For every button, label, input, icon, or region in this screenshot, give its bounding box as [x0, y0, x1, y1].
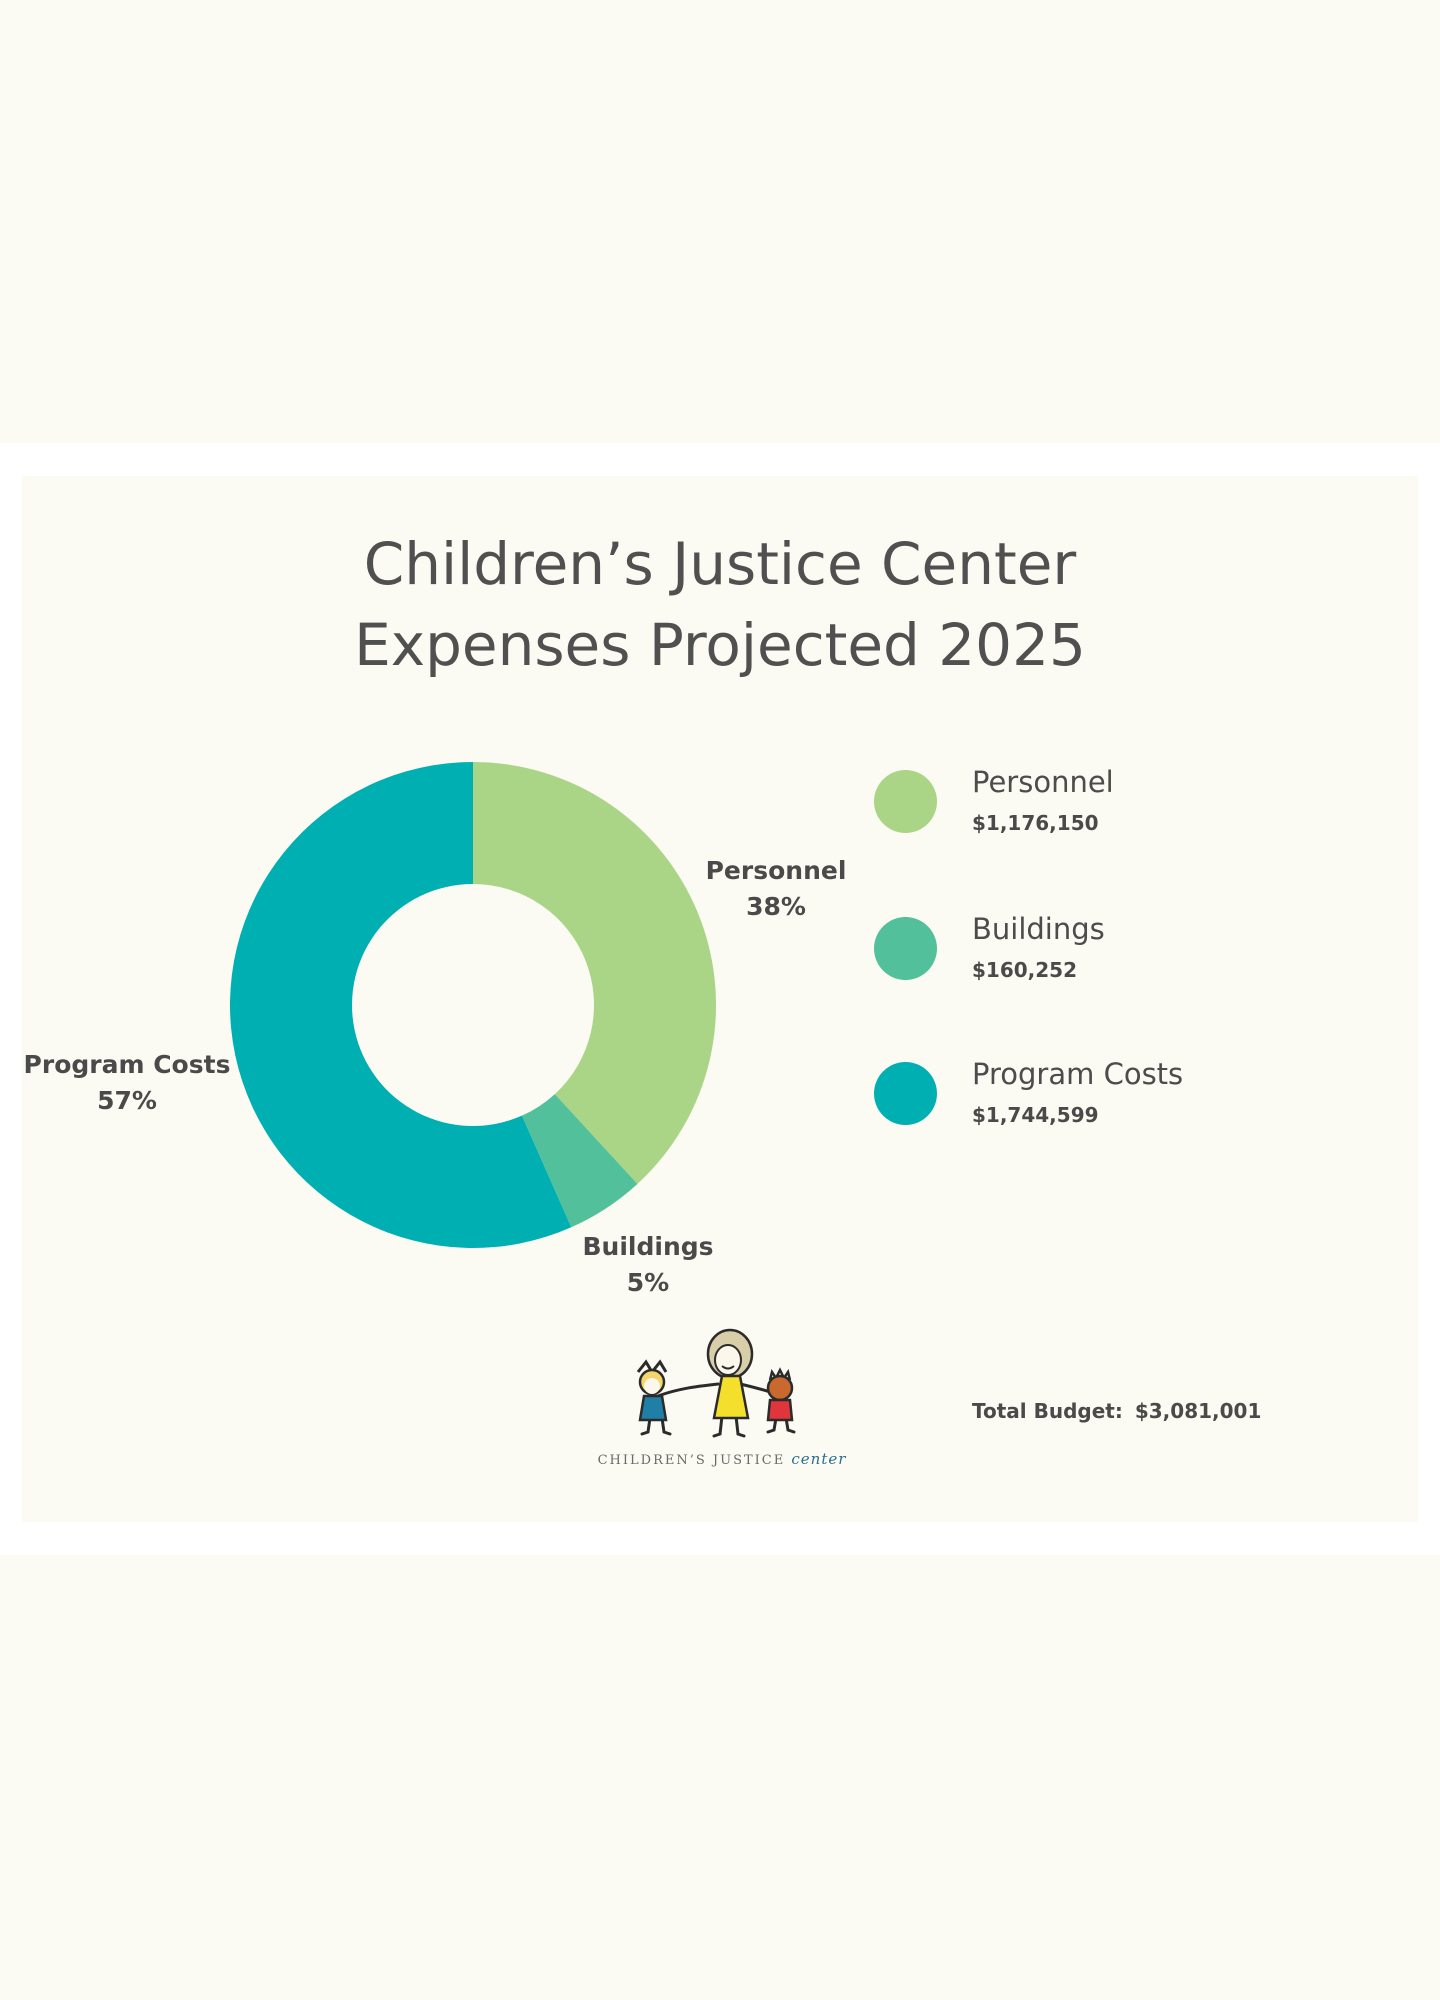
- legend-item-buildings: Buildings $160,252: [874, 912, 1354, 987]
- donut-slice-program-costs: [230, 762, 572, 1248]
- legend-item-program-costs: Program Costs $1,744,599: [874, 1057, 1354, 1132]
- legend-name-buildings: Buildings: [972, 912, 1105, 946]
- donut-slice-buildings: [521, 1094, 638, 1228]
- logo-wordmark-script: center: [791, 1450, 847, 1468]
- total-budget-value: $3,081,001: [1134, 1399, 1262, 1423]
- logo-wordmark: CHILDREN’S JUSTICE center: [592, 1450, 852, 1468]
- donut-slice-personnel: [473, 762, 716, 1184]
- legend-item-personnel: Personnel $1,176,150: [874, 765, 1354, 840]
- slice-label-buildings: Buildings 5%: [582, 1229, 713, 1301]
- total-budget-label: Total Budget:: [972, 1399, 1123, 1423]
- slice-label-buildings-percent: 5%: [626, 1268, 670, 1297]
- legend-swatch-personnel: [874, 770, 937, 833]
- childrens-justice-center-logo: [636, 1328, 796, 1438]
- legend-value-personnel: $1,176,150: [972, 811, 1099, 835]
- chart-title-line-1: Children’s Justice Center: [363, 530, 1077, 598]
- chart-title-line-2: Expenses Projected 2025: [354, 611, 1086, 679]
- legend-name-personnel: Personnel: [972, 765, 1114, 799]
- legend-swatch-program-costs: [874, 1062, 937, 1125]
- legend-value-buildings: $160,252: [972, 958, 1078, 982]
- total-budget: Total Budget: $3,081,001: [972, 1398, 1261, 1424]
- chart-title: Children’s Justice Center Expenses Proje…: [0, 524, 1440, 686]
- slice-label-buildings-name: Buildings: [582, 1232, 714, 1261]
- slice-label-personnel: Personnel 38%: [706, 853, 847, 925]
- slice-label-program-costs-percent: 57%: [97, 1086, 157, 1115]
- legend-swatch-buildings: [874, 917, 937, 980]
- slice-label-program-costs-name: Program Costs: [23, 1050, 231, 1079]
- slice-label-program-costs: Program Costs 57%: [24, 1047, 231, 1119]
- slice-label-personnel-percent: 38%: [746, 892, 806, 921]
- legend-name-program-costs: Program Costs: [972, 1057, 1184, 1091]
- slice-label-personnel-name: Personnel: [705, 856, 847, 885]
- logo-wordmark-main: CHILDREN’S JUSTICE: [597, 1453, 786, 1468]
- legend-value-program-costs: $1,744,599: [972, 1103, 1099, 1127]
